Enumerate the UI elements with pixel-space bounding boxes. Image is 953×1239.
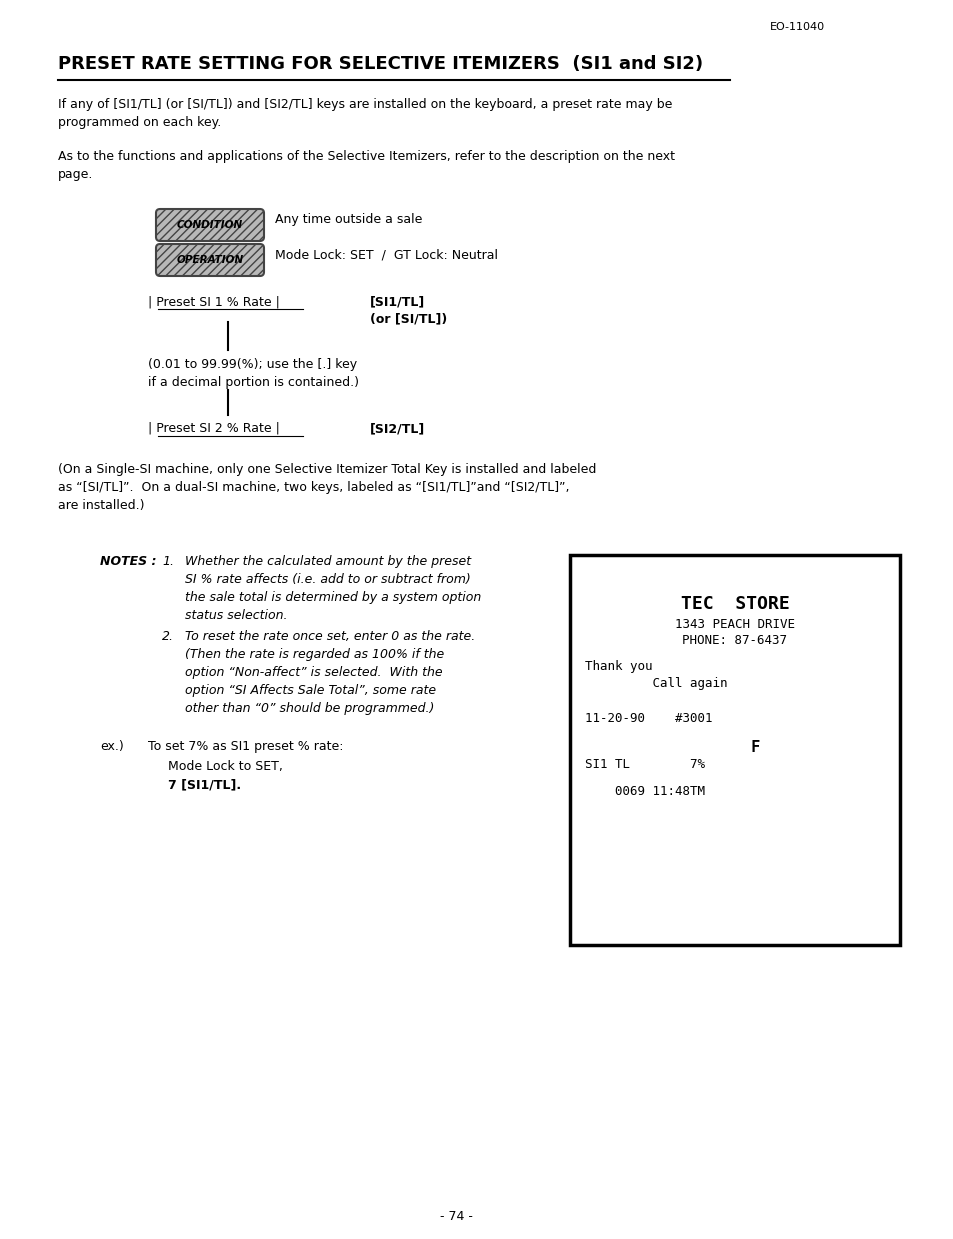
Text: Whether the calculated amount by the preset
SI % rate affects (i.e. add to or su: Whether the calculated amount by the pre… [185,555,480,622]
Text: SI1 TL        7%: SI1 TL 7% [584,758,704,771]
Text: | Preset SI 2 % Rate |: | Preset SI 2 % Rate | [148,422,279,435]
Text: [SI1/TL]: [SI1/TL] [370,295,425,309]
Text: (0.01 to 99.99(%); use the [.] key
if a decimal portion is contained.): (0.01 to 99.99(%); use the [.] key if a … [148,358,358,389]
Text: (or [SI/TL]): (or [SI/TL]) [370,312,447,325]
Text: To set 7% as SI1 preset % rate:: To set 7% as SI1 preset % rate: [148,740,343,753]
Text: Mode Lock: SET  /  GT Lock: Neutral: Mode Lock: SET / GT Lock: Neutral [274,248,497,261]
Text: TEC  STORE: TEC STORE [679,595,788,613]
Text: EO-11040: EO-11040 [769,22,824,32]
Text: If any of [SI1/TL] (or [SI/TL]) and [SI2/TL] keys are installed on the keyboard,: If any of [SI1/TL] (or [SI/TL]) and [SI2… [58,98,672,129]
Text: To reset the rate once set, enter 0 as the rate.
(Then the rate is regarded as 1: To reset the rate once set, enter 0 as t… [185,629,475,715]
Text: 11-20-90    #3001: 11-20-90 #3001 [584,712,712,725]
Text: PHONE: 87-6437: PHONE: 87-6437 [681,634,786,647]
Text: 0069 11:48TM: 0069 11:48TM [584,786,704,798]
Text: As to the functions and applications of the Selective Itemizers, refer to the de: As to the functions and applications of … [58,150,675,181]
Text: Thank you: Thank you [584,660,652,673]
Text: CONDITION: CONDITION [176,221,243,230]
Text: | Preset SI 1 % Rate |: | Preset SI 1 % Rate | [148,295,279,309]
FancyBboxPatch shape [156,209,264,242]
Text: (On a Single-SI machine, only one Selective Itemizer Total Key is installed and : (On a Single-SI machine, only one Select… [58,463,596,512]
Text: PRESET RATE SETTING FOR SELECTIVE ITEMIZERS  (SI1 and SI2): PRESET RATE SETTING FOR SELECTIVE ITEMIZ… [58,55,702,73]
Text: Any time outside a sale: Any time outside a sale [274,213,422,225]
Text: - 74 -: - 74 - [439,1211,473,1223]
Text: 1.: 1. [162,555,173,567]
Text: ex.): ex.) [100,740,124,753]
Text: Call again: Call again [584,676,727,690]
Text: 1343 PEACH DRIVE: 1343 PEACH DRIVE [675,618,794,631]
Bar [569,555,899,945]
Text: NOTES :: NOTES : [100,555,156,567]
Text: 7 [SI1/TL].: 7 [SI1/TL]. [168,778,241,790]
Text: OPERATION: OPERATION [176,255,243,265]
Text: F: F [669,740,760,755]
FancyBboxPatch shape [156,244,264,276]
Text: [SI2/TL]: [SI2/TL] [370,422,425,435]
Text: 2.: 2. [162,629,173,643]
Text: Mode Lock to SET,: Mode Lock to SET, [168,760,283,773]
